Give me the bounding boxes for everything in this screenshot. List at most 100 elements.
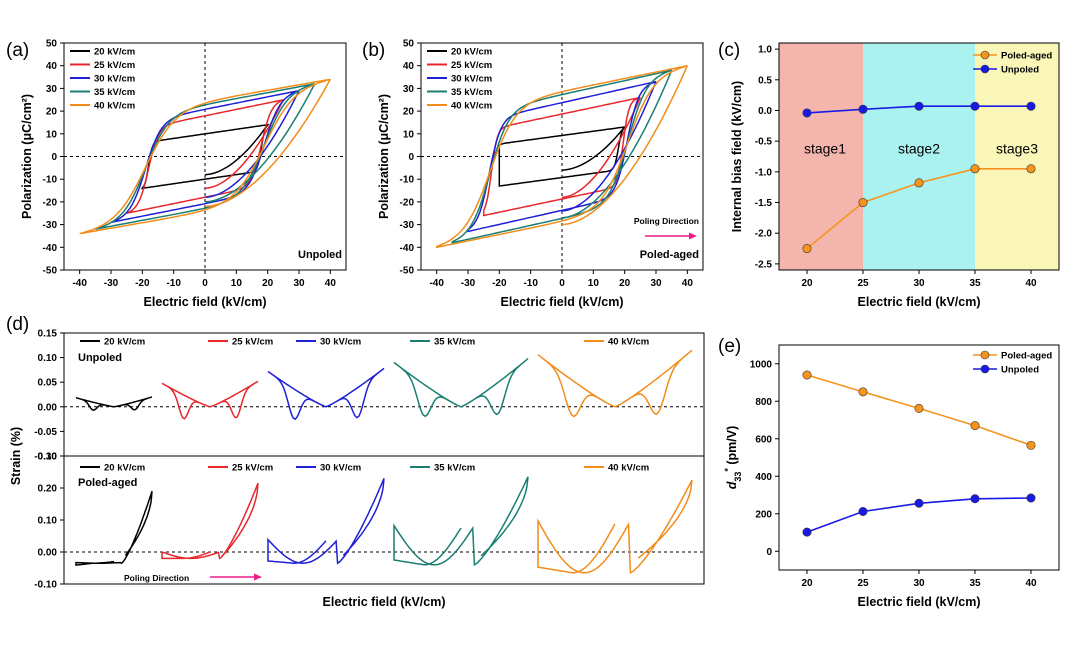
b-xtick-label: 40 — [682, 278, 694, 289]
b-arrow-head — [689, 232, 697, 240]
b-xtick-label: -10 — [523, 278, 538, 289]
b-loop-40 — [435, 64, 688, 249]
d-top-annotation: Unpoled — [78, 352, 122, 364]
d-top-ytick-label: -0.05 — [34, 427, 57, 438]
e-ytick-label: 1000 — [750, 359, 773, 370]
e-point-poled-aged — [802, 370, 812, 380]
panel-label-a: (a) — [6, 40, 29, 61]
b-initial-curve-40 — [561, 65, 688, 226]
b-ytick-label: 30 — [403, 84, 415, 95]
b-legend-label: 20 kV/cm — [451, 47, 492, 58]
e-ytick-label: 800 — [755, 397, 772, 408]
b-ytick-label: 0 — [408, 152, 414, 163]
e-xtick-label: 25 — [857, 578, 869, 589]
d-xlabel: Electric field (kV/cm) — [323, 595, 446, 609]
b-annotation: Poled-aged — [640, 249, 699, 261]
e-legend-marker — [980, 364, 990, 374]
c-point-poled-aged — [858, 198, 868, 208]
a-ytick-label: 30 — [46, 84, 58, 95]
a-legend-label: 30 kV/cm — [94, 74, 135, 85]
e-point-poled-aged — [858, 387, 868, 397]
e-point-unpoled — [970, 494, 980, 504]
c-xtick-label: 40 — [1025, 278, 1037, 289]
a-xtick-label: -10 — [166, 278, 181, 289]
b-legend-label: 30 kV/cm — [451, 74, 492, 85]
a-initial-curve-40 — [204, 78, 331, 208]
d-bottom-legend-label: 35 kV/cm — [434, 463, 475, 474]
a-xtick-label: -30 — [104, 278, 119, 289]
e-ytick-label: 0 — [766, 547, 772, 558]
d-top-axes-frame — [63, 332, 705, 457]
a-xtick-label: 0 — [202, 278, 208, 289]
panel-c-plot: stage1 stage2 stage3 20 25 30 35 40 -2.5 -2.0 -1.5… — [730, 42, 1060, 309]
c-point-unpoled — [858, 104, 868, 114]
e-legend-label: Unpoled — [1001, 365, 1039, 376]
d-bottom-legend-label: 20 kV/cm — [104, 463, 145, 474]
b-xtick-label: -20 — [492, 278, 507, 289]
d-arrow-label: Poling Direction — [124, 573, 189, 583]
a-ytick-label: 50 — [46, 39, 58, 50]
d-bottom-ytick-label: -0.10 — [34, 580, 57, 591]
a-ytick-label: 0 — [51, 152, 57, 163]
a-legend-label: 35 kV/cm — [94, 87, 135, 98]
c-point-unpoled — [970, 101, 980, 111]
b-xtick-label: 0 — [559, 278, 565, 289]
a-ylabel: Polarization (μC/cm²) — [20, 94, 34, 219]
e-xtick-label: 30 — [913, 578, 925, 589]
e-xtick-label: 40 — [1025, 578, 1037, 589]
a-xtick-label: -20 — [135, 278, 150, 289]
e-legend-label: Poled-aged — [1001, 351, 1052, 362]
stage3-band — [975, 43, 1059, 270]
c-point-unpoled — [914, 101, 924, 111]
b-ytick-label: -40 — [400, 243, 415, 254]
d-top-legend-label: 30 kV/cm — [320, 337, 361, 348]
e-point-poled-aged — [1026, 440, 1036, 450]
b-xtick-label: 20 — [619, 278, 631, 289]
b-xtick-label: -40 — [429, 278, 444, 289]
b-ylabel: Polarization (μC/cm²) — [377, 94, 391, 219]
b-legend-label: 25 kV/cm — [451, 60, 492, 71]
b-ytick-label: 40 — [403, 61, 415, 72]
c-ytick-label: -1.0 — [755, 167, 773, 178]
a-xlabel: Electric field (kV/cm) — [144, 295, 267, 309]
a-legend-label: 20 kV/cm — [94, 47, 135, 58]
a-legend-label: 40 kV/cm — [94, 101, 135, 112]
a-xtick-label: 30 — [293, 278, 305, 289]
d-top-loop-20 — [75, 396, 153, 411]
e-point-poled-aged — [914, 403, 924, 413]
b-ytick-label: -20 — [400, 197, 415, 208]
b-xtick-label: 10 — [588, 278, 600, 289]
panel-b-plot: -40 -30 -20 -10 0 10 20 30 40 -50 -40 -30 -20 -10 0 10 2… — [377, 39, 704, 309]
c-point-poled-aged — [970, 164, 980, 174]
c-legend-label: Unpoled — [1001, 65, 1039, 76]
d-top-legend-label: 20 kV/cm — [104, 337, 145, 348]
a-xtick-label: 10 — [231, 278, 243, 289]
stage3-label: stage3 — [996, 140, 1038, 156]
b-ytick-label: -50 — [400, 266, 415, 277]
e-point-unpoled — [914, 498, 924, 508]
c-legend-marker — [980, 50, 990, 60]
panel-label-d: (d) — [6, 314, 29, 335]
e-point-unpoled — [858, 506, 868, 516]
a-ytick-label: -20 — [43, 197, 58, 208]
d-bottom-loop-40 — [537, 479, 693, 575]
b-initial-curve-20 — [561, 126, 626, 171]
d-top-ytick-label: 0.15 — [38, 329, 58, 340]
d-top-ytick-label: 0.05 — [38, 378, 58, 389]
panel-a-plot: -40 -30 -20 -10 0 10 20 30 40 -50 -40 -30 -20 -10 0 10 2… — [20, 39, 347, 309]
d-top-loop-30 — [267, 367, 385, 421]
a-ytick-label: -40 — [43, 243, 58, 254]
d-top-legend-label: 35 kV/cm — [434, 337, 475, 348]
a-xtick-label: 40 — [325, 278, 337, 289]
stage1-label: stage1 — [804, 140, 846, 156]
a-ytick-label: 10 — [46, 129, 58, 140]
a-ytick-label: -10 — [43, 175, 58, 186]
c-xtick-label: 30 — [913, 278, 925, 289]
c-xlabel: Electric field (kV/cm) — [858, 295, 981, 309]
d-bottom-ytick-label: 0.20 — [38, 484, 58, 495]
c-ytick-label: 0.0 — [758, 106, 772, 117]
stage1-band — [779, 43, 863, 270]
b-ytick-label: 10 — [403, 129, 415, 140]
e-point-unpoled — [1026, 493, 1036, 503]
e-xtick-label: 35 — [969, 578, 981, 589]
